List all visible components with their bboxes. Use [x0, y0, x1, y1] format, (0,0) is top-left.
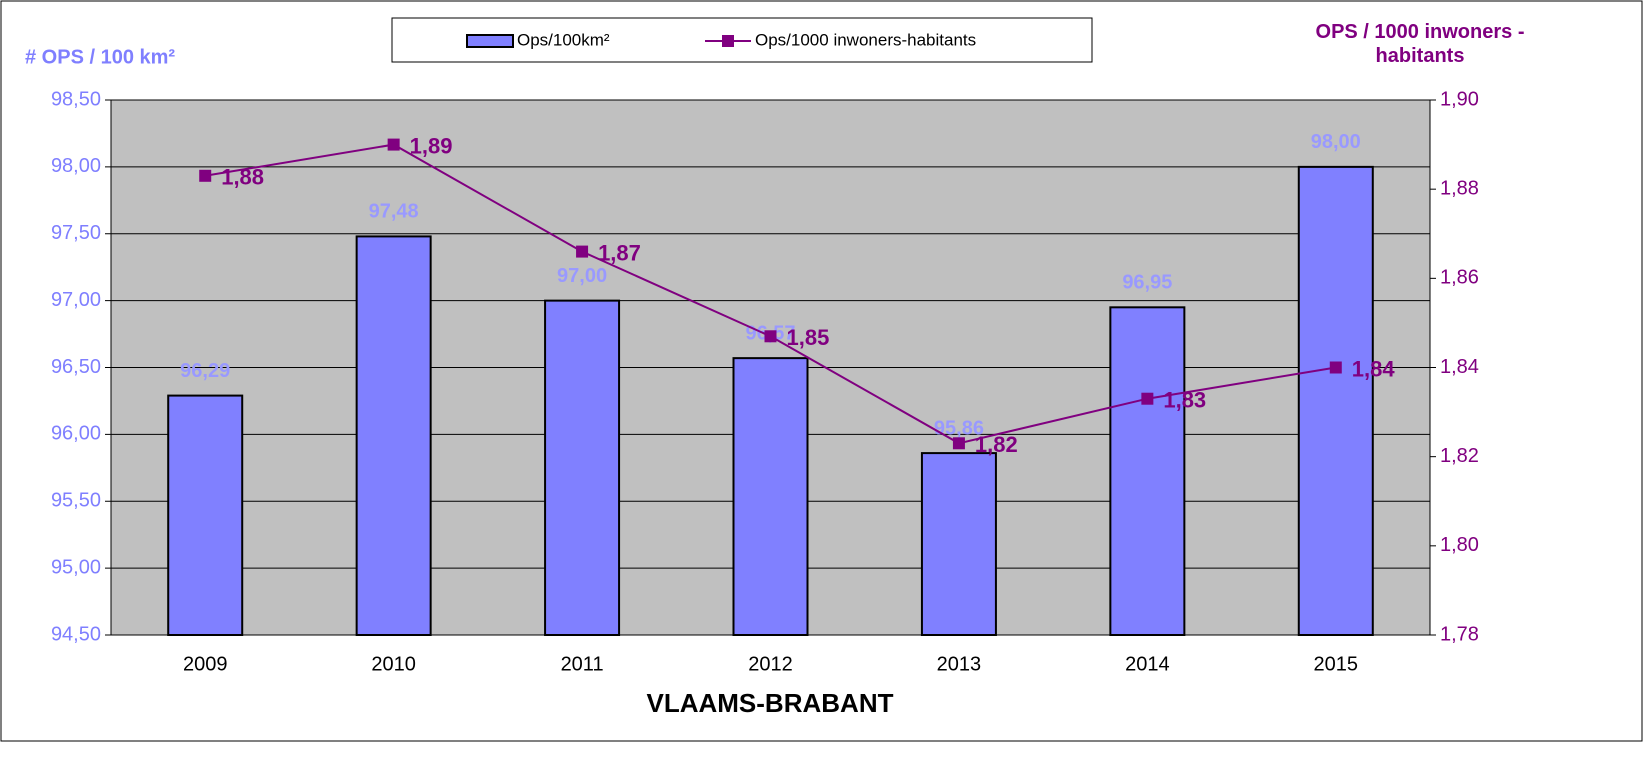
bar-value-label: 97,00: [557, 265, 607, 287]
y2-axis-title: OPS / 1000 inwoners - habitants: [1315, 21, 1525, 67]
y2-tick-label: 1,86: [1440, 267, 1479, 289]
line-value-label: 1,85: [787, 325, 830, 350]
y2-tick-label: 1,90: [1440, 88, 1479, 110]
line-value-label: 1,89: [410, 133, 453, 158]
bar: [355, 235, 432, 637]
line-marker: [387, 138, 400, 151]
y2-tick-label: 1,88: [1440, 177, 1479, 199]
bar: [732, 357, 809, 636]
y2-tick-label: 1,80: [1440, 534, 1479, 556]
y-tick-label: 97,00: [51, 289, 101, 311]
y-axis-title: # OPS / 100 km²: [25, 46, 175, 68]
bar-value-label: 96,29: [180, 360, 230, 382]
legend-label: Ops/1000 inwoners-habitants: [755, 30, 976, 49]
line-value-label: 1,88: [221, 165, 264, 190]
x-tick-label: 2014: [1125, 653, 1170, 675]
x-tick-label: 2010: [371, 653, 416, 675]
bar-value-label: 97,48: [369, 201, 419, 223]
line-value-label: 1,87: [598, 240, 641, 265]
bar: [1297, 165, 1374, 636]
bar: [167, 394, 244, 636]
y-tick-label: 98,50: [51, 88, 101, 110]
y-tick-label: 96,50: [51, 356, 101, 378]
bar: [1109, 306, 1186, 636]
line-value-label: 1,83: [1163, 388, 1206, 413]
line-marker: [952, 437, 965, 450]
line-value-label: 1,84: [1352, 356, 1396, 381]
y2-tick-label: 1,78: [1440, 623, 1479, 645]
y-tick-label: 94,50: [51, 623, 101, 645]
bar: [920, 452, 997, 636]
line-value-label: 1,82: [975, 432, 1018, 457]
x-tick-label: 2015: [1314, 653, 1359, 675]
x-axis-title: VLAAMS-BRABANT: [647, 688, 894, 718]
line-marker: [576, 245, 589, 258]
bar-value-label: 98,00: [1311, 131, 1361, 153]
y-tick-label: 98,00: [51, 155, 101, 177]
y2-tick-label: 1,84: [1440, 356, 1479, 378]
line-marker: [1329, 361, 1342, 374]
line-marker: [199, 169, 212, 182]
x-tick-label: 2009: [183, 653, 228, 675]
y-tick-label: 97,50: [51, 222, 101, 244]
y-tick-label: 95,00: [51, 556, 101, 578]
x-tick-label: 2011: [561, 653, 604, 675]
legend-label: Ops/100km²: [517, 30, 610, 49]
line-marker: [764, 330, 777, 343]
y-tick-label: 96,00: [51, 423, 101, 445]
bar-value-label: 96,95: [1122, 272, 1172, 294]
legend-marker: [722, 35, 734, 47]
bar: [544, 299, 621, 636]
y-tick-label: 95,50: [51, 490, 101, 512]
x-tick-label: 2013: [937, 653, 982, 675]
legend-swatch: [466, 34, 514, 48]
y2-tick-label: 1,82: [1440, 445, 1479, 467]
x-tick-label: 2012: [748, 653, 793, 675]
bar-value-label: 95,86: [934, 417, 984, 439]
line-marker: [1141, 392, 1154, 405]
